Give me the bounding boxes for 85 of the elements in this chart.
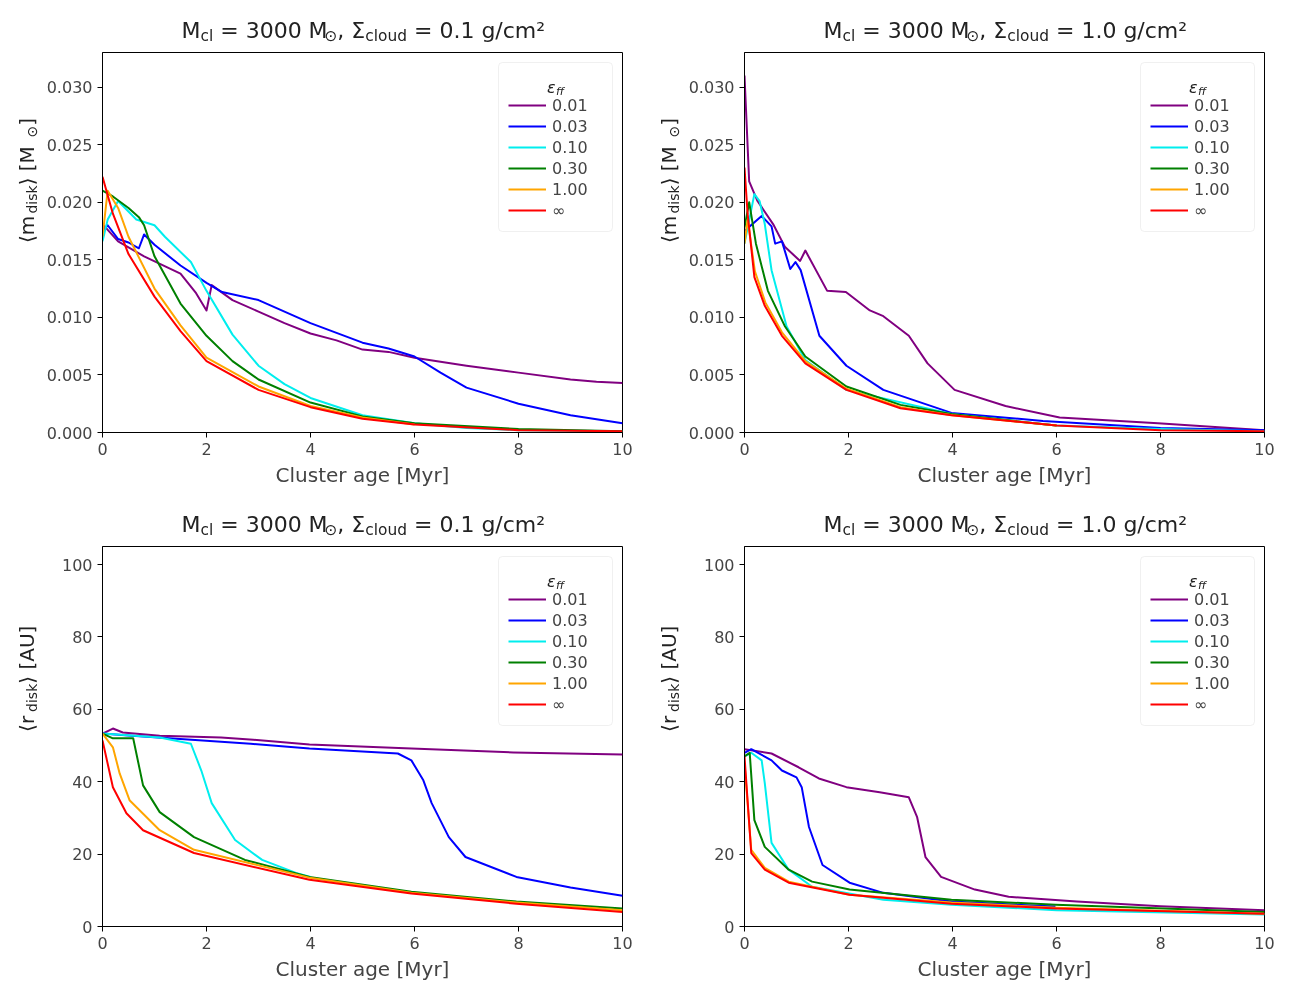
y-tick-label: 0.000 — [688, 423, 735, 443]
legend-label: 1.00 — [1194, 179, 1231, 199]
legend-label: 0.01 — [1194, 95, 1231, 115]
legend-label: 0.30 — [552, 158, 589, 178]
y-tick-label: 100 — [703, 555, 735, 575]
legend-label: 0.10 — [552, 137, 589, 157]
x-tick-label: 4 — [305, 439, 316, 459]
legend-label: 0.10 — [1194, 137, 1231, 157]
y-tick-label: 0.030 — [46, 78, 93, 98]
y-tick-label: 0.020 — [688, 193, 735, 213]
y-tick-label: 0.000 — [46, 423, 93, 443]
y-axis-title: ⟨rdisk⟩ [AU] — [14, 625, 40, 732]
x-tick-label: 0 — [97, 933, 108, 953]
y-tick-label: 20 — [72, 845, 93, 865]
legend-label: ∞ — [552, 200, 567, 220]
x-tick-label: 2 — [843, 439, 854, 459]
legend-label: ∞ — [552, 694, 567, 714]
y-tick-label: 60 — [72, 700, 93, 720]
legend-label: 0.03 — [1194, 610, 1231, 630]
x-tick-label: 4 — [947, 439, 958, 459]
x-tick-label: 10 — [1254, 933, 1275, 953]
y-tick-label: 80 — [72, 627, 93, 647]
x-tick-label: 8 — [513, 933, 524, 953]
x-tick-label: 8 — [1155, 439, 1166, 459]
x-tick-label: 0 — [739, 933, 750, 953]
legend-label: 0.01 — [1194, 589, 1231, 609]
legend-label: 0.01 — [552, 589, 589, 609]
y-axis-title: ⟨mdisk⟩ [M⊙] — [656, 117, 682, 243]
legend-label: 1.00 — [552, 179, 589, 199]
y-tick-label: 0.015 — [688, 250, 735, 270]
y-tick-label: 40 — [714, 772, 735, 792]
line-series — [744, 748, 1057, 908]
x-tick-label: 0 — [97, 439, 108, 459]
y-tick-label: 80 — [714, 627, 735, 647]
legend-label: 0.03 — [552, 610, 589, 630]
x-axis-title: Cluster age [Myr] — [917, 956, 1092, 981]
y-tick-label: 0.010 — [688, 308, 735, 328]
line-series — [102, 732, 312, 878]
x-tick-label: 2 — [201, 439, 212, 459]
legend-label: 1.00 — [552, 673, 589, 693]
y-tick-label: 0.025 — [46, 135, 93, 155]
y-tick-label: 100 — [61, 555, 93, 575]
legend-label: 0.03 — [1194, 116, 1231, 136]
y-tick-label: 0.025 — [688, 135, 735, 155]
y-tick-label: 60 — [714, 700, 735, 720]
x-tick-label: 10 — [1254, 439, 1275, 459]
legend-label: 1.00 — [1194, 673, 1231, 693]
y-tick-label: 0.030 — [688, 78, 735, 98]
y-tick-label: 0.005 — [46, 365, 93, 385]
x-tick-label: 4 — [947, 933, 958, 953]
x-tick-label: 8 — [513, 439, 524, 459]
y-tick-label: 0.005 — [688, 365, 735, 385]
y-tick-label: 0.010 — [46, 308, 93, 328]
x-tick-label: 0 — [739, 439, 750, 459]
x-tick-label: 2 — [843, 933, 854, 953]
legend-label: 0.10 — [552, 631, 589, 651]
line-series — [102, 727, 623, 756]
legend-label: 0.30 — [1194, 652, 1231, 672]
legend-label: 0.03 — [552, 116, 589, 136]
legend-label: ∞ — [1194, 694, 1209, 714]
y-tick-label: 0 — [82, 917, 93, 937]
x-tick-label: 6 — [1051, 933, 1062, 953]
x-tick-label: 4 — [305, 933, 316, 953]
x-tick-label: 6 — [409, 933, 420, 953]
x-tick-label: 8 — [1155, 933, 1166, 953]
legend-label: 0.30 — [552, 652, 589, 672]
x-tick-label: 10 — [612, 933, 633, 953]
x-axis-title: Cluster age [Myr] — [275, 462, 450, 487]
y-tick-label: 0.020 — [46, 193, 93, 213]
legend-label: 0.01 — [552, 95, 589, 115]
y-tick-label: 0.015 — [46, 250, 93, 270]
y-axis-title: ⟨rdisk⟩ [AU] — [656, 625, 682, 732]
x-axis-title: Cluster age [Myr] — [917, 462, 1092, 487]
y-tick-label: 40 — [72, 772, 93, 792]
x-tick-label: 2 — [201, 933, 212, 953]
y-tick-label: 20 — [714, 845, 735, 865]
x-tick-label: 6 — [409, 439, 420, 459]
y-axis-title: ⟨mdisk⟩ [M⊙] — [14, 117, 40, 243]
x-tick-label: 6 — [1051, 439, 1062, 459]
x-axis-title: Cluster age [Myr] — [275, 956, 450, 981]
y-tick-label: 0 — [724, 917, 735, 937]
legend-label: ∞ — [1194, 200, 1209, 220]
x-tick-label: 10 — [612, 439, 633, 459]
legend-label: 0.30 — [1194, 158, 1231, 178]
legend-label: 0.10 — [1194, 631, 1231, 651]
